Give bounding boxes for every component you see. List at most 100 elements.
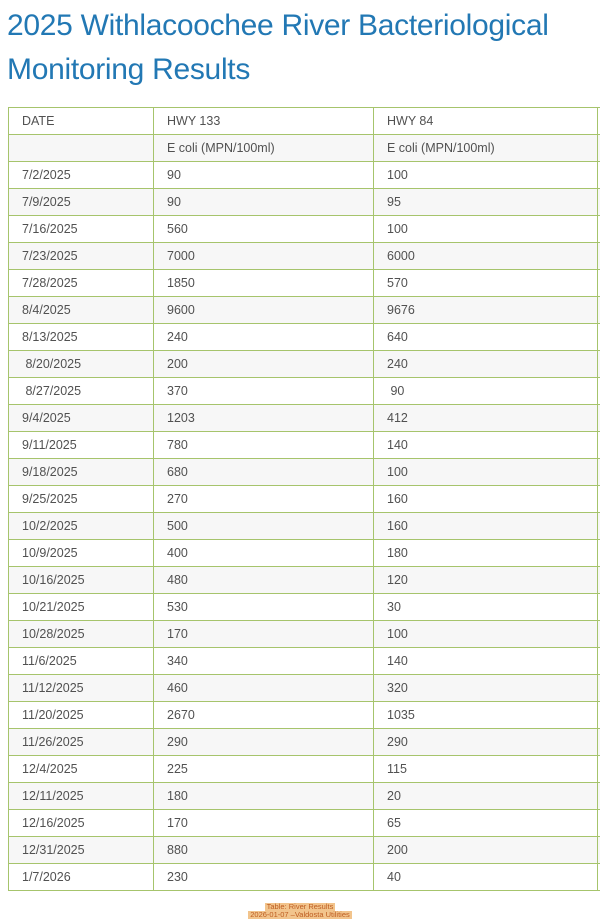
hwy133-value-cell: 170 xyxy=(153,809,374,837)
table-row: 7/23/2025 7000 6000 xyxy=(8,242,600,270)
hwy84-value-cell: 570 xyxy=(373,269,598,297)
table-caption: Table: River Results 2026-01-07 –Valdost… xyxy=(0,903,600,919)
date-cell: 12/16/2025 xyxy=(8,809,154,837)
table-row: 9/4/2025 1203 412 xyxy=(8,404,600,432)
hwy84-value-cell: 1035 xyxy=(373,701,598,729)
hwy133-value-cell: 480 xyxy=(153,566,374,594)
hwy84-value-cell: 140 xyxy=(373,647,598,675)
table-row: 10/21/2025 530 30 xyxy=(8,593,600,621)
table-row: 11/6/2025 340 140 xyxy=(8,647,600,675)
hwy133-value-cell: 170 xyxy=(153,620,374,648)
hwy133-value-cell: 270 xyxy=(153,485,374,513)
date-cell: 7/16/2025 xyxy=(8,215,154,243)
date-cell: 10/2/2025 xyxy=(8,512,154,540)
hwy84-value-cell: 290 xyxy=(373,728,598,756)
hwy133-value-cell: 90 xyxy=(153,161,374,189)
hwy84-value-cell: 115 xyxy=(373,755,598,783)
hwy133-value-cell: 290 xyxy=(153,728,374,756)
table-row: 11/26/2025 290 290 xyxy=(8,728,600,756)
date-cell: 11/26/2025 xyxy=(8,728,154,756)
date-cell: 11/6/2025 xyxy=(8,647,154,675)
hwy84-value-cell: 100 xyxy=(373,161,598,189)
date-cell: 10/9/2025 xyxy=(8,539,154,567)
date-cell: 8/20/2025 xyxy=(8,350,154,378)
date-cell: 7/28/2025 xyxy=(8,269,154,297)
hwy133-value-cell: 370 xyxy=(153,377,374,405)
hwy133-value-cell: 230 xyxy=(153,863,374,891)
date-cell: 10/28/2025 xyxy=(8,620,154,648)
hwy133-value-cell: 225 xyxy=(153,755,374,783)
date-cell: 12/11/2025 xyxy=(8,782,154,810)
table-row: 12/11/2025 180 20 xyxy=(8,782,600,810)
hwy84-value-cell: 30 xyxy=(373,593,598,621)
date-cell: 11/20/2025 xyxy=(8,701,154,729)
table-row: 8/20/2025 200 240 xyxy=(8,350,600,378)
hwy84-value-cell: 90 xyxy=(373,377,598,405)
table-row: 8/27/2025 370 90 xyxy=(8,377,600,405)
subheader-date xyxy=(8,134,154,162)
hwy133-value-cell: 340 xyxy=(153,647,374,675)
hwy84-value-cell: 95 xyxy=(373,188,598,216)
hwy133-value-cell: 780 xyxy=(153,431,374,459)
hwy84-value-cell: 40 xyxy=(373,863,598,891)
column-header-hwy84: HWY 84 xyxy=(373,107,598,135)
hwy84-value-cell: 320 xyxy=(373,674,598,702)
table-row: 8/13/2025 240 640 xyxy=(8,323,600,351)
table-row: 9/11/2025 780 140 xyxy=(8,431,600,459)
date-cell: 10/21/2025 xyxy=(8,593,154,621)
table-row: 1/7/2026 230 40 xyxy=(8,863,600,891)
hwy84-value-cell: 412 xyxy=(373,404,598,432)
results-table-body: 7/2/2025 90 100 7/9/2025 90 95 7/16/2025 560 100… xyxy=(8,161,600,891)
page-title-line2: Monitoring Results xyxy=(7,53,251,86)
hwy133-value-cell: 7000 xyxy=(153,242,374,270)
date-cell: 9/11/2025 xyxy=(8,431,154,459)
hwy133-value-cell: 180 xyxy=(153,782,374,810)
date-cell: 12/4/2025 xyxy=(8,755,154,783)
table-row: 12/4/2025 225 115 xyxy=(8,755,600,783)
hwy84-value-cell: 140 xyxy=(373,431,598,459)
subheader-row: E coli (MPN/100ml) E coli (MPN/100ml) xyxy=(8,134,600,162)
table-row: 7/16/2025 560 100 xyxy=(8,215,600,243)
hwy84-value-cell: 120 xyxy=(373,566,598,594)
caption-line1: Table: River Results xyxy=(264,902,336,911)
table-row: 11/12/2025 460 320 xyxy=(8,674,600,702)
hwy133-value-cell: 90 xyxy=(153,188,374,216)
hwy84-value-cell: 9676 xyxy=(373,296,598,324)
table-row: 10/28/2025 170 100 xyxy=(8,620,600,648)
table-row: 12/31/2025 880 200 xyxy=(8,836,600,864)
clipped-cell xyxy=(597,863,600,891)
column-header-date: DATE xyxy=(8,107,154,135)
table-row: 9/18/2025 680 100 xyxy=(8,458,600,486)
table-row: 9/25/2025 270 160 xyxy=(8,485,600,513)
table-row: 11/20/2025 2670 1035 xyxy=(8,701,600,729)
date-cell: 7/9/2025 xyxy=(8,188,154,216)
caption-line2: 2026-01-07 –Valdosta Utilities xyxy=(248,910,352,919)
hwy84-value-cell: 100 xyxy=(373,215,598,243)
page-title-line1: 2025 Withlacoochee River Bacteriological xyxy=(7,9,549,42)
hwy133-value-cell: 1850 xyxy=(153,269,374,297)
table-row: 7/9/2025 90 95 xyxy=(8,188,600,216)
header-row: DATE HWY 133 HWY 84 xyxy=(8,107,600,135)
table-row: 10/9/2025 400 180 xyxy=(8,539,600,567)
date-cell: 8/27/2025 xyxy=(8,377,154,405)
hwy84-value-cell: 640 xyxy=(373,323,598,351)
hwy133-value-cell: 1203 xyxy=(153,404,374,432)
hwy133-value-cell: 530 xyxy=(153,593,374,621)
hwy84-value-cell: 100 xyxy=(373,458,598,486)
date-cell: 8/4/2025 xyxy=(8,296,154,324)
date-cell: 1/7/2026 xyxy=(8,863,154,891)
hwy84-value-cell: 160 xyxy=(373,485,598,513)
hwy84-value-cell: 100 xyxy=(373,620,598,648)
hwy84-value-cell: 20 xyxy=(373,782,598,810)
table-row: 12/16/2025 170 65 xyxy=(8,809,600,837)
hwy84-value-cell: 200 xyxy=(373,836,598,864)
date-cell: 11/12/2025 xyxy=(8,674,154,702)
subheader-hwy84-units: E coli (MPN/100ml) xyxy=(373,134,598,162)
hwy133-value-cell: 880 xyxy=(153,836,374,864)
date-cell: 9/18/2025 xyxy=(8,458,154,486)
hwy84-value-cell: 65 xyxy=(373,809,598,837)
date-cell: 7/23/2025 xyxy=(8,242,154,270)
date-cell: 9/25/2025 xyxy=(8,485,154,513)
hwy133-value-cell: 560 xyxy=(153,215,374,243)
table-row: 10/2/2025 500 160 xyxy=(8,512,600,540)
